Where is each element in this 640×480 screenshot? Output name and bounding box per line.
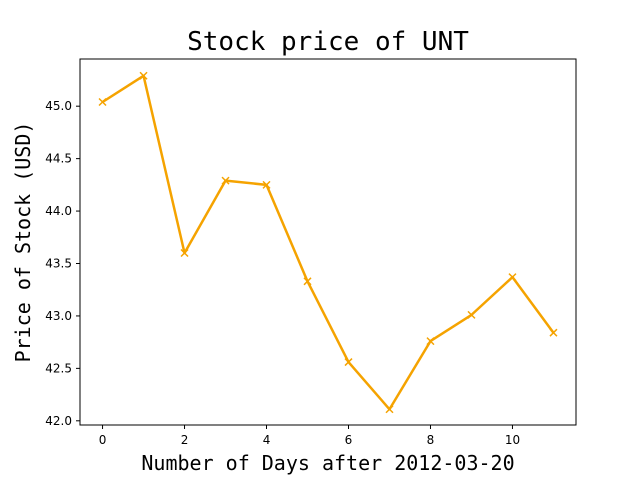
x-tick-label: 10 [505,433,520,447]
x-axis-label: Number of Days after 2012-03-20 [141,451,514,475]
series-line [101,74,555,411]
y-tick-label: 44.0 [45,204,72,218]
x-tick-label: 2 [181,433,189,447]
data-point [344,358,353,367]
data-point [180,248,189,258]
y-tick-label: 43.5 [45,256,72,270]
y-tick-label: 42.0 [45,414,72,428]
y-tick-label: 44.5 [45,152,72,166]
y-tick-label: 43.0 [45,309,72,323]
plot-area [79,58,577,426]
data-point [467,310,476,319]
data-point [549,328,558,337]
data-point [426,337,435,346]
x-tick-label: 8 [427,433,435,447]
data-point [221,176,230,185]
data-point [303,277,312,286]
data-point [508,273,517,282]
series-layer [98,71,558,414]
data-point [385,405,394,414]
x-tick-label: 0 [99,433,107,447]
y-axis-label: Price of Stock (USD) [11,122,35,363]
chart-title: Stock price of UNT [187,27,469,57]
y-tick-label: 42.5 [45,361,72,375]
data-point [262,180,271,189]
x-tick-label: 4 [263,433,271,447]
data-point [98,97,107,107]
y-axis: 42.0 42.5 43.0 43.5 44.0 44.5 45.0 [45,99,80,428]
y-tick-label: 45.0 [45,99,72,113]
data-point [139,71,148,80]
x-axis: 0 2 4 6 8 10 [99,425,520,447]
x-tick-label: 6 [345,433,353,447]
